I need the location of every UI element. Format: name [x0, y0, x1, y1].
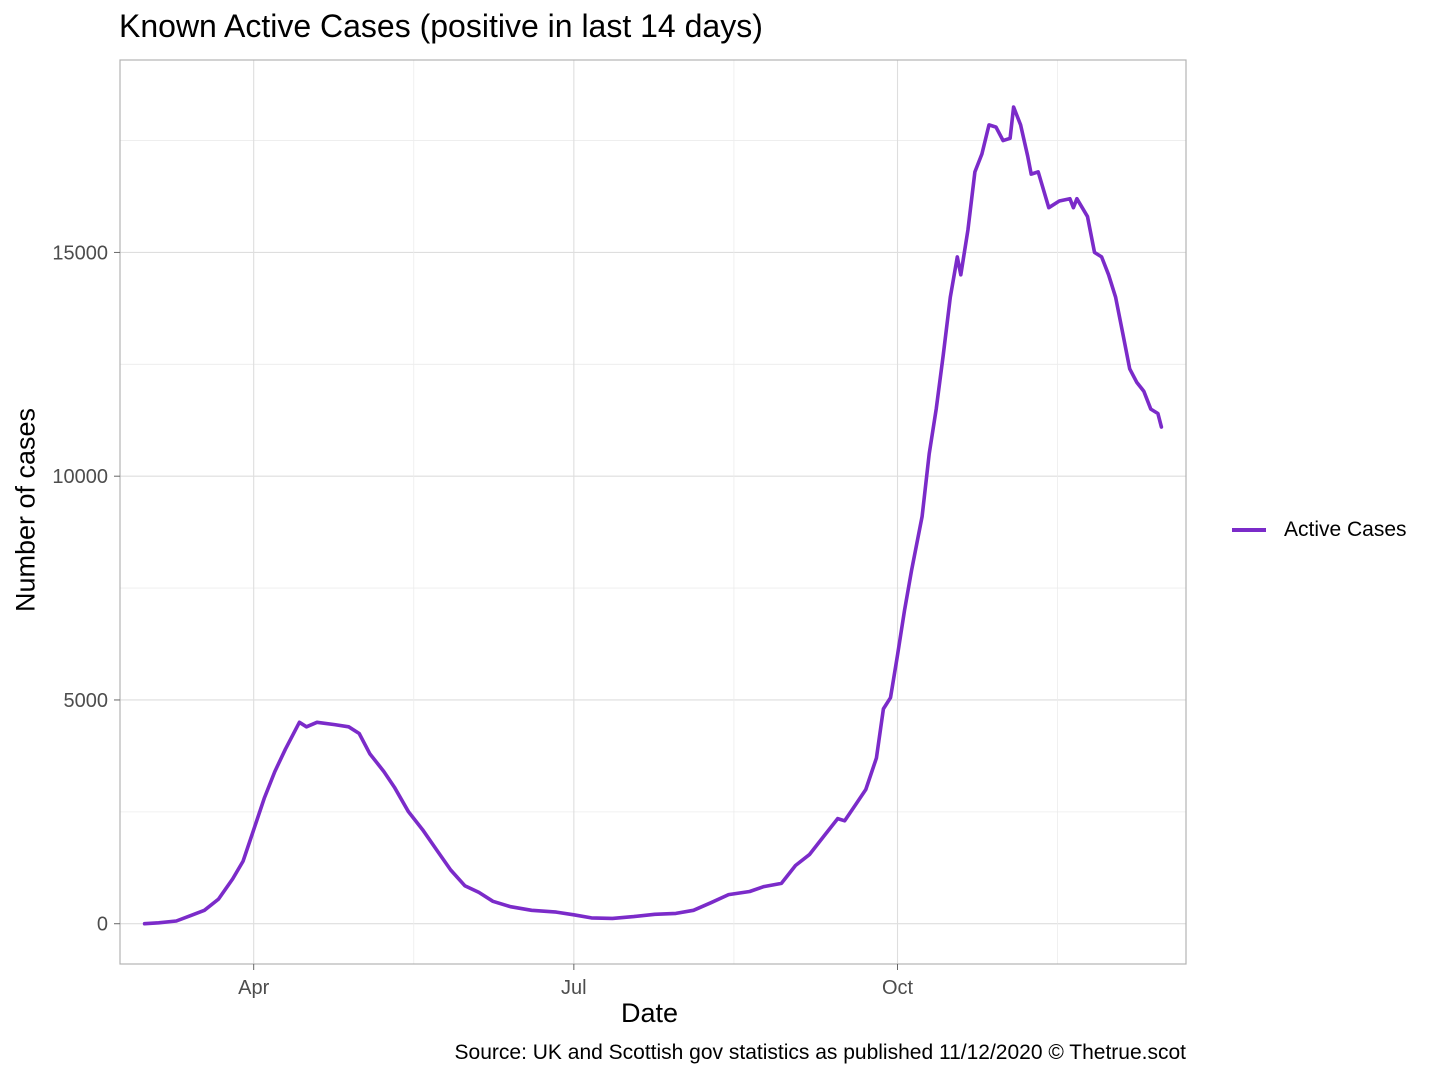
- series-line-active-cases: [142, 105, 1164, 926]
- x-tick-label: Apr: [238, 977, 269, 999]
- source-caption: Source: UK and Scottish gov statistics a…: [454, 1041, 1186, 1064]
- grid-lines: [120, 60, 1186, 964]
- legend: Active Cases: [1232, 518, 1407, 542]
- y-tick-label: 15000: [52, 242, 108, 264]
- legend-label-active-cases: Active Cases: [1284, 518, 1407, 541]
- plot-panel-border: [119, 59, 1187, 965]
- x-axis-label: Date: [621, 998, 679, 1028]
- y-tick-label: 0: [97, 914, 108, 936]
- y-tick-label: 10000: [52, 466, 108, 488]
- axis-ticks: Apr Jul Oct 0 5000 10000 15000: [52, 242, 913, 999]
- legend-key-active-cases: [1232, 528, 1266, 532]
- x-tick-label: Jul: [561, 977, 587, 999]
- y-axis-label: Number of cases: [10, 407, 41, 613]
- y-tick-label: 5000: [64, 690, 109, 712]
- series-lines: [142, 105, 1164, 926]
- chart-title: Known Active Cases (positive in last 14 …: [119, 8, 763, 44]
- x-tick-label: Oct: [882, 977, 914, 999]
